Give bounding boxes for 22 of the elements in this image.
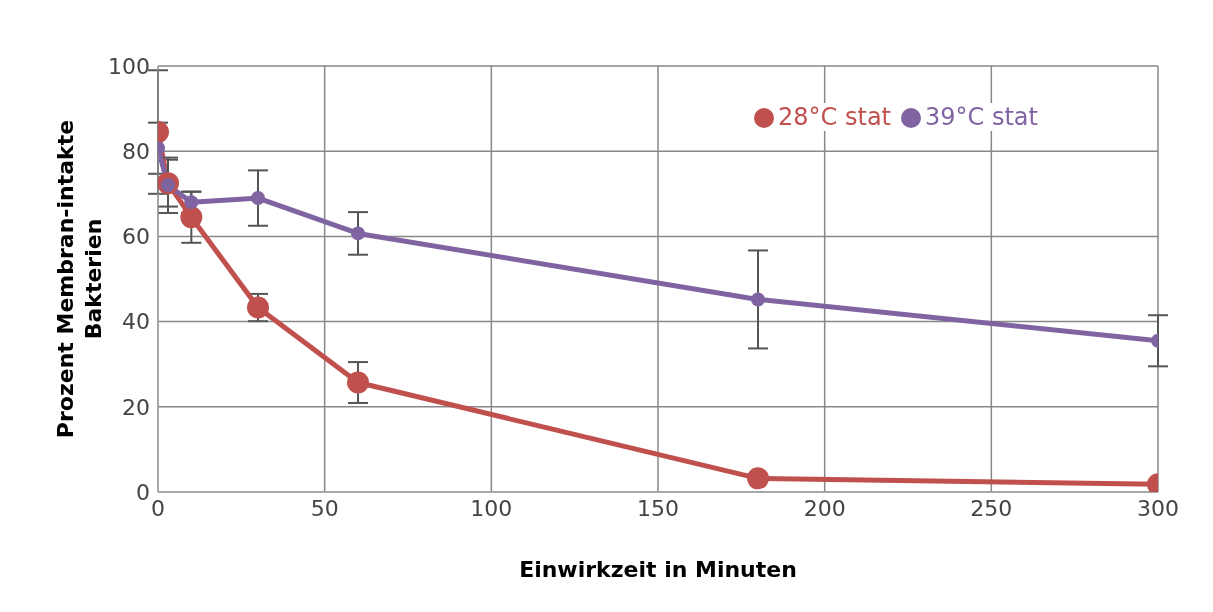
x-tick-label: 50 [310,495,339,521]
x-tick-label: 300 [1137,495,1179,521]
point [251,191,265,206]
point [747,467,769,490]
y-tick-label: 40 [122,309,150,335]
point [184,195,199,210]
legend-label: 39°C stat [925,103,1038,131]
y-tick-label: 100 [108,53,150,79]
x-axis-title: Einwirkzeit in Minuten [519,557,797,582]
y-tick-label: 20 [122,394,150,420]
point [347,371,369,394]
legend-label: 28°C stat [778,103,892,131]
x-tick-label: 150 [637,495,679,521]
x-tick-label: 250 [970,495,1013,521]
y-tick-label: 0 [136,479,150,505]
y-tick-label: 80 [122,139,150,165]
x-tick-label: 100 [470,495,513,521]
point [751,292,765,307]
y-tick-label: 60 [122,224,150,250]
point [351,226,365,241]
x-tick-label: 200 [803,495,846,521]
y-axis-title: Prozent Membran-intakte Bakterien [53,119,106,439]
